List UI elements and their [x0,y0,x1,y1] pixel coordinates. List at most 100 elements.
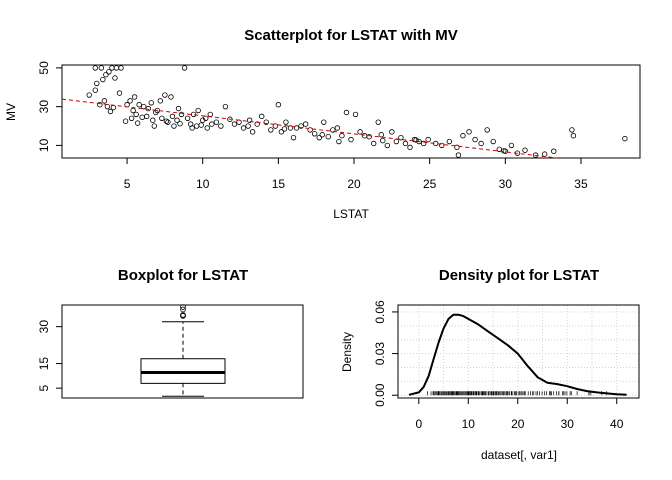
scatter-point [420,140,427,147]
scatter-point [302,121,309,127]
scatter-point [532,152,539,158]
scatter-point [231,121,238,127]
scatter-point [131,94,138,100]
scatter-point [151,123,157,129]
x-tick-label: 10 [462,417,476,431]
density-plot-box [397,304,640,399]
scatter-point [133,111,139,118]
x-tick-label: 25 [423,177,437,191]
scatter-point [293,125,300,131]
scatter-point [181,65,188,71]
scatter-point [407,144,413,151]
x-tick-label: 10 [196,177,210,191]
scatter-point [106,69,112,75]
scatter-point [501,148,507,154]
boxplot-title: Boxplot for LSTAT [118,267,248,284]
scatter-point [339,133,345,139]
scatter-point [198,122,204,128]
scatter-point [275,102,282,108]
scatter-point [321,119,327,125]
scatter-point [112,75,118,81]
density-line [408,313,627,396]
scatter-point [207,111,213,118]
x-tick-label: 30 [561,417,575,431]
scatter-point [454,144,460,151]
scatter-point [177,121,183,127]
y-tick-label: 50 [37,61,51,75]
scatter-point [472,136,478,143]
scatter-point [101,98,108,104]
scatter-point [94,80,100,87]
scatter-point [311,131,318,137]
boxplot-panel: Boxplot for LSTAT 5 15 30 [37,267,304,399]
scatter-point [380,137,386,144]
scatter-point [203,115,209,121]
scatter-point [259,113,265,120]
scatter-point [165,119,171,125]
scatter-point [240,125,247,131]
scatter-point [122,118,129,124]
scatter-point [375,119,381,125]
scatter-point [92,87,98,93]
x-tick-label: 5 [124,177,131,191]
scatter-point [278,129,285,135]
scatter-point [541,151,548,157]
scatter-point [222,103,229,110]
scatter-point [204,125,210,131]
y-tick-label: 0.03 [373,342,387,366]
scatter-point [97,102,103,108]
scatter-point [184,115,191,121]
boxplot-box [140,304,226,397]
scatter-x-label: LSTAT [333,207,369,221]
regression-line [61,98,557,159]
x-tick-label: 0 [415,417,422,431]
scatter-point [175,105,182,112]
y-tick-label: 30 [37,100,51,114]
scatter-point [128,115,135,121]
scatter-point [246,117,253,123]
density-rug [426,391,608,396]
scatter-point [281,126,288,132]
scatter-point [159,115,165,121]
scatter-points [86,65,628,158]
scatter-point [169,113,176,120]
scatter-point [330,127,336,133]
scatter-point [336,138,342,145]
scatter-point [316,134,322,141]
scatter-point [144,113,150,120]
density-panel: Density plot for LSTAT 0 10 20 30 40 0.000.0… [340,267,640,462]
scatter-point [103,71,109,78]
scatter-point [343,109,350,116]
scatter-point [490,138,496,145]
scatter-point [139,114,145,121]
outlier-point [180,312,186,318]
scatter-point [307,127,313,133]
scatter-point [357,129,363,135]
scatter-point [134,120,141,126]
scatter-point [352,111,359,118]
scatter-point [150,117,156,123]
scatter-point [136,102,142,108]
scatter-point [92,65,98,71]
y-tick-label: 5 [37,385,51,392]
scatter-point [263,119,269,125]
scatter-point [522,147,528,153]
outlier-point [180,304,186,310]
y-tick-label: 30 [37,320,51,334]
scatter-point [378,132,384,138]
scatter-point [384,142,391,149]
scatter-point [370,140,377,147]
scatter-point [100,76,106,83]
density-x-axis: 0 10 20 30 40 [415,398,624,431]
scatter-point [439,142,445,149]
scatter-point [116,90,123,96]
scatter-point [455,152,462,158]
scatter-point [570,133,577,139]
scatter-point [398,134,404,141]
scatter-point [118,65,124,71]
scatter-point [361,133,368,139]
x-tick-label: 35 [574,177,588,191]
scatter-point [171,123,177,129]
scatter-point [141,103,147,110]
scatter-point [249,129,256,135]
